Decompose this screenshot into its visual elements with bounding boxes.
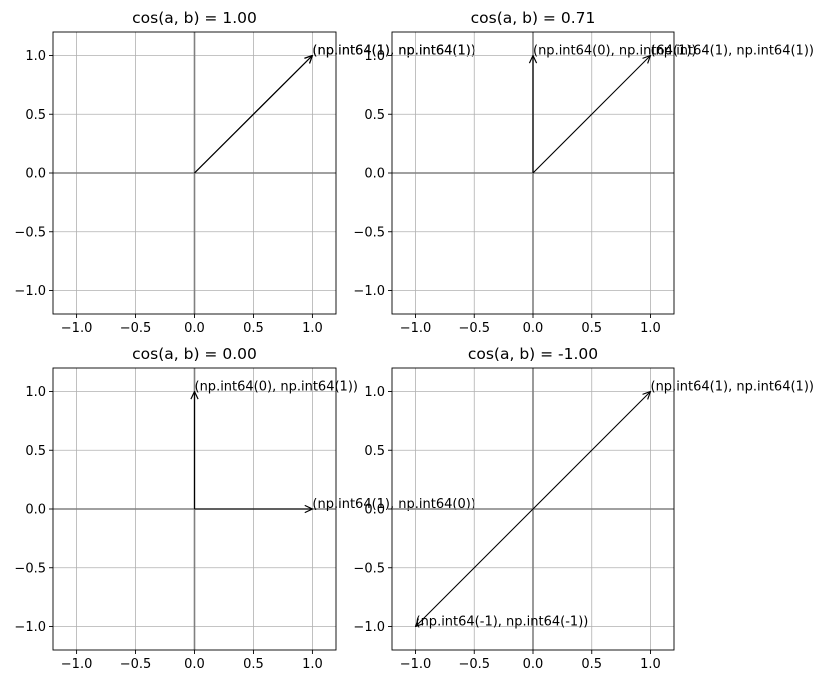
y-tick-label: 0.5 bbox=[364, 444, 385, 459]
x-tick-label: −1.0 bbox=[61, 321, 93, 336]
subplot-4: −1.0 −1.0 −0.5 −0.5 0.0 0.0 0.5 0.5 1.0 1.0 cos(a,… bbox=[353, 345, 675, 672]
vector-arrow bbox=[532, 392, 651, 510]
y-tick-label: −0.5 bbox=[353, 561, 385, 576]
x-tick-label: 0.5 bbox=[581, 321, 602, 336]
vector-label: (np.int64(-1), np.int64(-1)) bbox=[416, 615, 589, 630]
y-tick-label: 0.0 bbox=[364, 503, 385, 518]
y-tick-label: 1.0 bbox=[364, 49, 385, 64]
vector-label: (np.int64(1), np.int64(1)) bbox=[312, 44, 475, 59]
x-tick-label: 1.0 bbox=[640, 657, 661, 672]
vector-arrow bbox=[416, 508, 534, 627]
x-tick-label: 1.0 bbox=[302, 321, 323, 336]
x-tick-label: 0.5 bbox=[243, 321, 264, 336]
y-tick-label: 1.0 bbox=[25, 49, 46, 64]
x-tick-label: −0.5 bbox=[120, 321, 152, 336]
subplot-2: −1.0 −1.0 −0.5 −0.5 0.0 0.0 0.5 0.5 1.0 1.0 cos(a,… bbox=[353, 9, 675, 336]
x-tick-label: −1.0 bbox=[400, 321, 432, 336]
y-tick-label: 0.5 bbox=[364, 108, 385, 123]
x-tick-label: −0.5 bbox=[120, 657, 152, 672]
vector-label: (np.int64(1), np.int64(1)) bbox=[312, 44, 475, 59]
y-tick-label: 1.0 bbox=[25, 385, 46, 400]
y-tick-label: −1.0 bbox=[14, 284, 46, 299]
subplot-title: cos(a, b) = -1.00 bbox=[468, 345, 598, 363]
subplot-3: −1.0 −1.0 −0.5 −0.5 0.0 0.0 0.5 0.5 1.0 1.0 cos(a,… bbox=[14, 345, 337, 672]
vector-arrow bbox=[194, 56, 313, 174]
x-tick-label: 0.0 bbox=[523, 321, 544, 336]
x-tick-label: 0.0 bbox=[184, 657, 205, 672]
subplot-title: cos(a, b) = 0.71 bbox=[471, 9, 596, 27]
subplot-1: −1.0 −1.0 −0.5 −0.5 0.0 0.0 0.5 0.5 1.0 1.0 cos(a,… bbox=[14, 9, 337, 336]
x-tick-label: −0.5 bbox=[458, 321, 490, 336]
y-tick-label: −1.0 bbox=[14, 620, 46, 635]
x-tick-label: 1.0 bbox=[640, 321, 661, 336]
x-tick-label: 0.5 bbox=[243, 657, 264, 672]
x-tick-label: 0.5 bbox=[581, 657, 602, 672]
vector-label: (np.int64(0), np.int64(1)) bbox=[195, 380, 358, 395]
y-tick-label: −0.5 bbox=[14, 225, 46, 240]
y-tick-label: −0.5 bbox=[353, 225, 385, 240]
y-tick-label: −1.0 bbox=[353, 284, 385, 299]
x-tick-label: −1.0 bbox=[400, 657, 432, 672]
y-tick-label: −0.5 bbox=[14, 561, 46, 576]
y-tick-label: 0.5 bbox=[25, 108, 46, 123]
subplot-title: cos(a, b) = 1.00 bbox=[132, 9, 257, 27]
y-tick-label: 0.5 bbox=[25, 444, 46, 459]
x-tick-label: 1.0 bbox=[302, 657, 323, 672]
vector-arrow bbox=[532, 56, 651, 174]
y-tick-label: −1.0 bbox=[353, 620, 385, 635]
y-tick-label: 0.0 bbox=[364, 167, 385, 182]
vector-label: (np.int64(1), np.int64(1)) bbox=[651, 44, 814, 59]
vector-label: (np.int64(1), np.int64(1)) bbox=[651, 380, 814, 395]
subplot-title: cos(a, b) = 0.00 bbox=[132, 345, 257, 363]
y-tick-label: 1.0 bbox=[364, 385, 385, 400]
y-tick-label: 0.0 bbox=[25, 503, 46, 518]
vector-label: (np.int64(0), np.int64(1)) bbox=[533, 44, 696, 59]
x-tick-label: −1.0 bbox=[61, 657, 93, 672]
y-tick-label: 0.0 bbox=[25, 167, 46, 182]
x-tick-label: 0.0 bbox=[523, 657, 544, 672]
x-tick-label: 0.0 bbox=[184, 321, 205, 336]
x-tick-label: −0.5 bbox=[458, 657, 490, 672]
